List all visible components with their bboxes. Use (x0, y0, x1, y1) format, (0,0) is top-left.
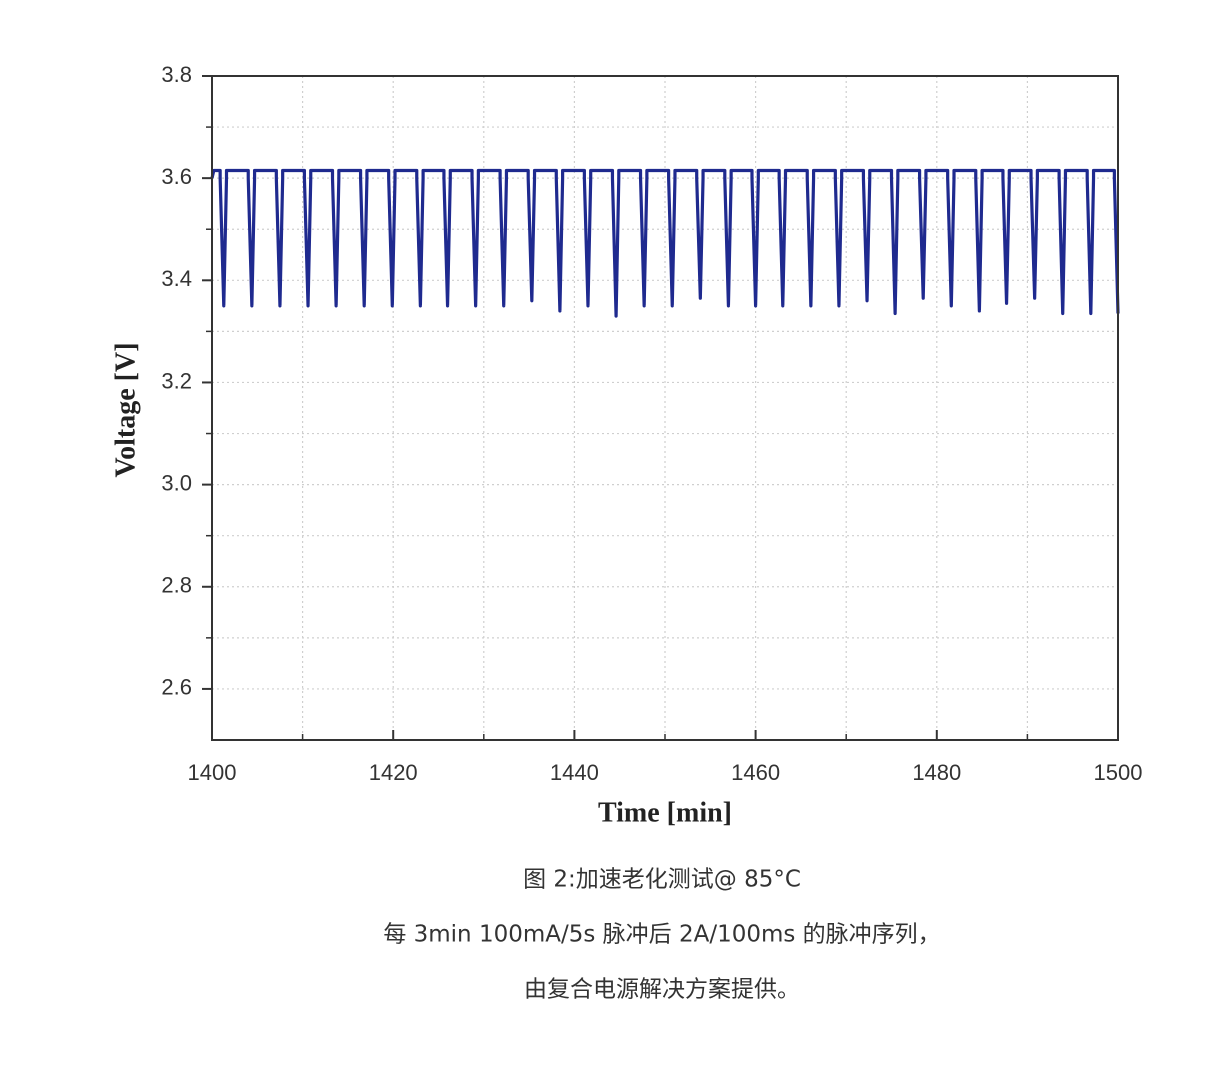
y-axis-title: Voltage [V] (110, 342, 141, 477)
caption-line: 由复合电源解决方案提供。 (524, 977, 800, 1003)
caption-line: 图 2:加速老化测试@ 85°C (523, 867, 801, 893)
x-tick-label: 1440 (550, 760, 599, 785)
y-tick-label: 3.8 (161, 62, 192, 87)
y-tick-label: 3.2 (161, 368, 192, 393)
y-tick-label: 2.6 (161, 675, 192, 700)
x-axis-title: Time [min] (598, 797, 732, 828)
x-tick-label: 1420 (369, 760, 418, 785)
x-tick-label: 1480 (912, 760, 961, 785)
y-tick-label: 3.4 (161, 266, 192, 291)
x-tick-label: 1500 (1094, 760, 1143, 785)
y-tick-label: 2.8 (161, 573, 192, 598)
y-tick-label: 3.6 (161, 164, 192, 189)
y-tick-label: 3.0 (161, 470, 192, 495)
plot (210, 168, 1120, 318)
voltage-line (210, 168, 1120, 318)
caption-line: 每 3min 100mA/5s 脉冲后 2A/100ms 的脉冲序列， (383, 922, 940, 948)
x-tick-label: 1460 (731, 760, 780, 785)
x-tick-label: 1400 (188, 760, 237, 785)
